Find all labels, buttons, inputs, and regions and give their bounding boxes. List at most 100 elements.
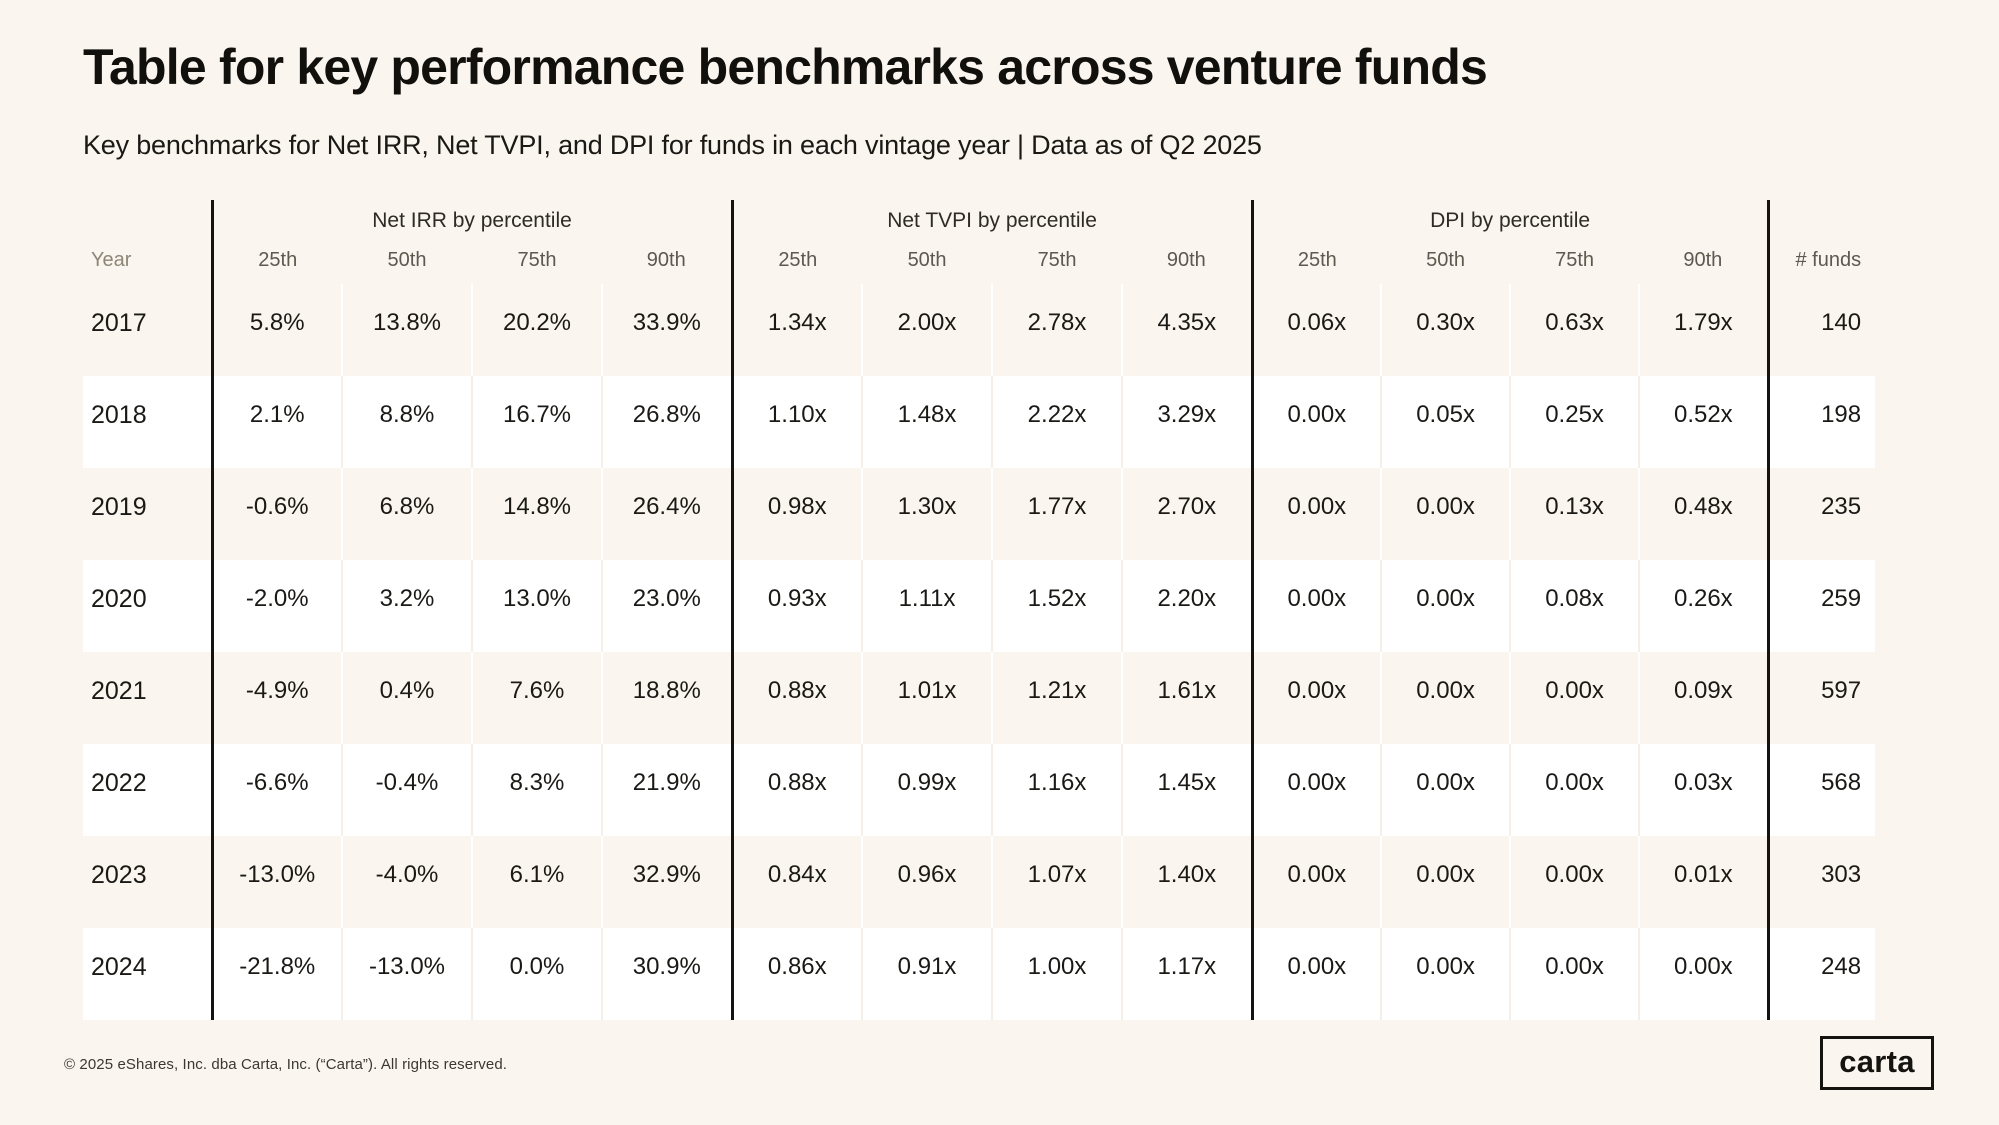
tvpi-90th-cell: 1.61x xyxy=(1121,652,1253,744)
tvpi-50th-cell: 0.91x xyxy=(861,928,993,1020)
tvpi-75th-cell: 1.16x xyxy=(991,744,1123,836)
tvpi-25th-cell: 0.88x xyxy=(730,744,863,836)
tvpi-75th-cell: 1.52x xyxy=(991,560,1123,652)
dpi-25th-cell: 0.00x xyxy=(1250,836,1382,928)
year-cell: 2022 xyxy=(83,744,212,836)
tvpi-90th-cell: 4.35x xyxy=(1121,284,1253,376)
dpi-90th-cell: 0.03x xyxy=(1638,744,1769,836)
dpi-50th-cell: 0.00x xyxy=(1380,836,1511,928)
irr-25th-cell: -13.0% xyxy=(210,836,342,928)
dpi-50th-cell: 0.00x xyxy=(1380,468,1511,560)
irr-25th-cell: -4.9% xyxy=(210,652,342,744)
irr-90th-cell: 32.9% xyxy=(600,836,733,928)
group-header-net-irr: Net IRR by percentile xyxy=(210,200,733,246)
irr-50th-cell: 0.4% xyxy=(341,652,472,744)
table-row-2020: 2020 -2.0% 3.2% 13.0% 23.0% 0.93x 1.11x 1.52x 2.… xyxy=(83,560,1876,652)
dpi-75th-cell: 0.00x xyxy=(1509,928,1640,1020)
tvpi-25th-cell: 0.88x xyxy=(730,652,863,744)
group-header-year-spacer xyxy=(83,200,212,246)
irr-25th-cell: 5.8% xyxy=(210,284,342,376)
dpi-25th-cell: 0.06x xyxy=(1250,284,1382,376)
dpi-50th-cell: 0.05x xyxy=(1380,376,1511,468)
irr-50th-cell: 6.8% xyxy=(341,468,472,560)
column-header-dpi-50th: 50th xyxy=(1426,248,1466,271)
funds-cell: 235 xyxy=(1766,468,1876,560)
tvpi-75th-cell: 1.07x xyxy=(991,836,1123,928)
dpi-90th-cell: 1.79x xyxy=(1638,284,1769,376)
dpi-25th-cell: 0.00x xyxy=(1250,928,1382,1020)
dpi-75th-cell: 0.08x xyxy=(1509,560,1640,652)
irr-90th-cell: 30.9% xyxy=(600,928,733,1020)
dpi-50th-cell: 0.00x xyxy=(1380,560,1511,652)
tvpi-50th-cell: 1.30x xyxy=(861,468,993,560)
dpi-75th-cell: 0.00x xyxy=(1509,744,1640,836)
table-row-2023: 2023 -13.0% -4.0% 6.1% 32.9% 0.84x 0.96x 1.07x 1… xyxy=(83,836,1876,928)
year-cell: 2023 xyxy=(83,836,212,928)
tvpi-50th-cell: 1.48x xyxy=(861,376,993,468)
dpi-75th-cell: 0.00x xyxy=(1509,836,1640,928)
year-cell: 2019 xyxy=(83,468,212,560)
page-title: Table for key performance benchmarks acr… xyxy=(83,39,1488,95)
benchmark-table: Net IRR by percentile Net TVPI by percen… xyxy=(83,200,1876,1020)
irr-75th-cell: 0.0% xyxy=(471,928,602,1020)
column-header-dpi-90th: 90th xyxy=(1683,248,1723,271)
irr-90th-cell: 26.4% xyxy=(600,468,733,560)
funds-cell: 140 xyxy=(1766,284,1876,376)
column-header-irr-50th: 50th xyxy=(387,248,427,271)
dpi-50th-cell: 0.00x xyxy=(1380,652,1511,744)
tvpi-25th-cell: 1.10x xyxy=(730,376,863,468)
funds-cell: 568 xyxy=(1766,744,1876,836)
funds-cell: 597 xyxy=(1766,652,1876,744)
year-cell: 2017 xyxy=(83,284,212,376)
irr-90th-cell: 26.8% xyxy=(600,376,733,468)
tvpi-50th-cell: 0.99x xyxy=(861,744,993,836)
irr-75th-cell: 16.7% xyxy=(471,376,602,468)
column-header-tvpi-25th: 25th xyxy=(730,246,863,284)
irr-25th-cell: -6.6% xyxy=(210,744,342,836)
year-column-header: Year xyxy=(91,248,132,271)
column-header-row: Year 25th 50th 75th 90th 25th 50th 75th 90th 25t… xyxy=(83,246,1876,284)
group-header-net-tvpi: Net TVPI by percentile xyxy=(730,200,1253,246)
tvpi-90th-cell: 3.29x xyxy=(1121,376,1253,468)
dpi-90th-cell: 0.48x xyxy=(1638,468,1769,560)
tvpi-75th-cell: 2.78x xyxy=(991,284,1123,376)
dpi-75th-cell: 0.25x xyxy=(1509,376,1640,468)
irr-50th-cell: -13.0% xyxy=(341,928,472,1020)
dpi-50th-cell: 0.00x xyxy=(1380,744,1511,836)
group-header-dpi: DPI by percentile xyxy=(1250,200,1769,246)
table-row-2018: 2018 2.1% 8.8% 16.7% 26.8% 1.10x 1.48x 2.22x 3.2… xyxy=(83,376,1876,468)
tvpi-75th-cell: 1.77x xyxy=(991,468,1123,560)
page-subtitle: Key benchmarks for Net IRR, Net TVPI, an… xyxy=(83,130,1262,160)
table-row-2021: 2021 -4.9% 0.4% 7.6% 18.8% 0.88x 1.01x 1.21x 1.6… xyxy=(83,652,1876,744)
year-cell: 2021 xyxy=(83,652,212,744)
irr-50th-cell: 13.8% xyxy=(341,284,472,376)
tvpi-75th-cell: 1.00x xyxy=(991,928,1123,1020)
column-header-dpi-25th: 25th xyxy=(1250,246,1382,284)
irr-25th-cell: 2.1% xyxy=(210,376,342,468)
dpi-90th-cell: 0.01x xyxy=(1638,836,1769,928)
irr-25th-cell: -21.8% xyxy=(210,928,342,1020)
table-row-2024: 2024 -21.8% -13.0% 0.0% 30.9% 0.86x 0.91x 1.00x… xyxy=(83,928,1876,1020)
year-cell: 2020 xyxy=(83,560,212,652)
table-row-2022: 2022 -6.6% -0.4% 8.3% 21.9% 0.88x 0.99x 1.16x 1.… xyxy=(83,744,1876,836)
dpi-50th-cell: 0.30x xyxy=(1380,284,1511,376)
column-header-dpi-75th: 75th xyxy=(1555,248,1595,271)
dpi-90th-cell: 0.09x xyxy=(1638,652,1769,744)
funds-cell: 303 xyxy=(1766,836,1876,928)
tvpi-25th-cell: 0.86x xyxy=(730,928,863,1020)
irr-75th-cell: 14.8% xyxy=(471,468,602,560)
dpi-75th-cell: 0.63x xyxy=(1509,284,1640,376)
dpi-25th-cell: 0.00x xyxy=(1250,652,1382,744)
carta-logo-text: carta xyxy=(1839,1043,1915,1079)
table-body: 2017 5.8% 13.8% 20.2% 33.9% 1.34x 2.00x 2.78x 4.… xyxy=(83,284,1876,1020)
tvpi-50th-cell: 0.96x xyxy=(861,836,993,928)
irr-90th-cell: 18.8% xyxy=(600,652,733,744)
irr-75th-cell: 13.0% xyxy=(471,560,602,652)
carta-logo: carta xyxy=(1820,1036,1934,1090)
dpi-25th-cell: 0.00x xyxy=(1250,376,1382,468)
dpi-90th-cell: 0.26x xyxy=(1638,560,1769,652)
dpi-25th-cell: 0.00x xyxy=(1250,560,1382,652)
tvpi-50th-cell: 2.00x xyxy=(861,284,993,376)
funds-column-header: # funds xyxy=(1766,246,1876,284)
dpi-25th-cell: 0.00x xyxy=(1250,744,1382,836)
